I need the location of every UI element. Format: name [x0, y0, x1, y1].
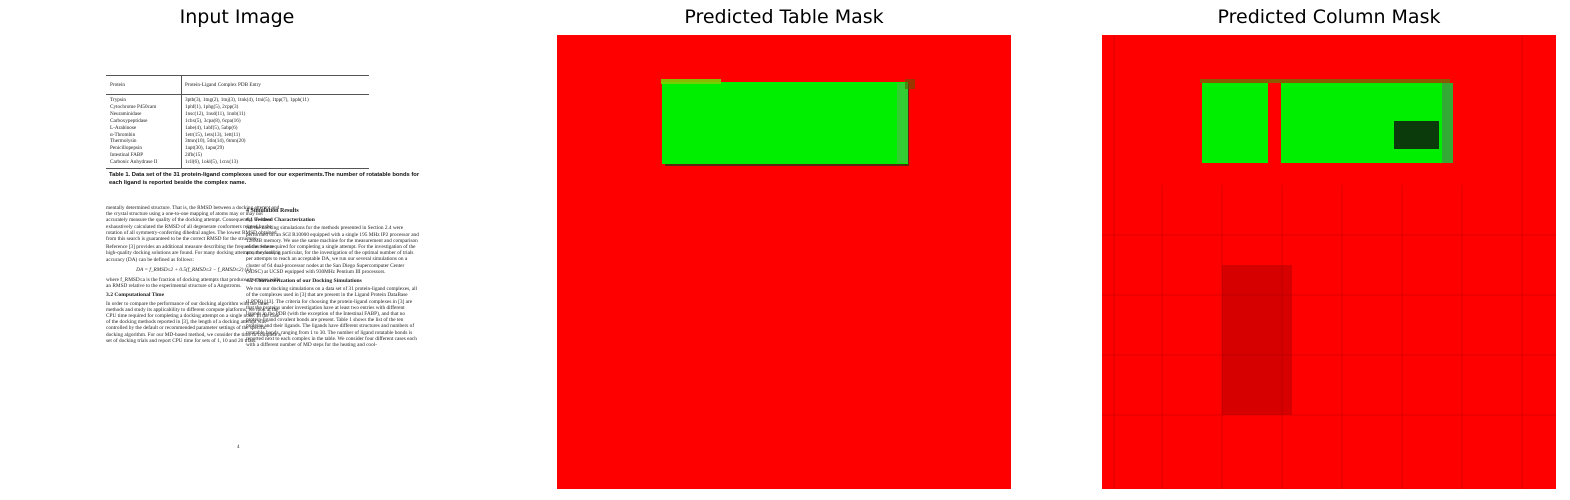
noise-region [1222, 265, 1292, 415]
column-mask-image [1102, 35, 1556, 489]
column-grid [1102, 35, 1556, 489]
table-cell-entry: 1cil(6), 1okl(5), 1cnx(13) [185, 159, 239, 166]
table-cell-entry: 1phf(1), 1phg(5), 2cpp(3) [185, 103, 239, 110]
table-cell-entry: 1nsc(12), 1nsd(11), 1nnb(11) [185, 110, 246, 117]
table-cell-protein: Trypsin [110, 97, 126, 103]
header-entry: Protein-Ligand Complex PDB Entry [185, 82, 261, 88]
table-cell-protein: α-Thrombin [110, 131, 136, 138]
table-cell-protein: L-Arabinose [110, 124, 137, 131]
table-mask-panel [557, 35, 1011, 489]
section-heading-4: 4 Simulation Results [246, 208, 299, 214]
table-cell-entry: 1cbx(5), 3cpa(8), 6cpa(16) [185, 117, 241, 124]
right-paragraph-1: All the docking simulations for the meth… [246, 225, 419, 275]
left-column: mentally determined structure. That is, … [106, 205, 281, 346]
table-divider [181, 76, 182, 168]
section-heading-4-1: 4.1 Testbed Characterization [246, 217, 315, 224]
left-paragraph-1: mentally determined structure. That is, … [106, 205, 280, 243]
table-region-edge [897, 83, 908, 163]
table-caption: Table 1. Data set of the 31 protein-liga… [109, 172, 420, 186]
table-cell-protein: Carbonic Anhydrase II [110, 159, 158, 166]
table-cell-entry: 1apt(30), 1apu(29) [185, 145, 224, 152]
column-mask-title: Predicted Column Mask [1217, 6, 1441, 28]
left-paragraph-3: where f_RMSD≤a is the fraction of dockin… [106, 277, 280, 290]
table-region-corner [905, 79, 915, 89]
table-region-top [661, 79, 721, 84]
table-cell-protein: Carboxypeptidase [110, 117, 148, 124]
document-page: Protein Protein-Ligand Complex PDB Entry… [10, 35, 464, 489]
table-header: Protein Protein-Ligand Complex PDB Entry [106, 76, 369, 95]
column-region-top [1200, 79, 1450, 83]
left-paragraph-4: In order to compare the performance of o… [106, 300, 281, 344]
table-cell-entry: 1etr(15), 1ets(13), 1ett(11) [185, 131, 241, 138]
table-mask-image [557, 35, 1011, 489]
page-number: 4 [237, 445, 240, 450]
section-heading-4-2: 4.2 Characterization of our Docking Simu… [246, 278, 362, 285]
table-cell-entry: 3ptb(3), 1tng(2), 1tnj(3), 1tnk(4), 1tni… [185, 97, 309, 103]
right-column: 4 Simulation Results 4.1 Testbed Charact… [246, 205, 421, 350]
left-paragraph-2: Reference [3] provides an additional mea… [106, 244, 281, 263]
right-paragraph-2: We run our docking simulations on a data… [246, 286, 418, 349]
input-image-panel: Protein Protein-Ligand Complex PDB Entry… [10, 35, 464, 489]
column-region-1 [1202, 83, 1268, 163]
table-cell-protein: Thermolysin [110, 138, 137, 145]
table-cell-entry: 1abe(4), 1abf(5), 5abp(6) [185, 124, 238, 131]
table-region [662, 82, 908, 164]
table-cell-protein: Neuraminidase [110, 110, 142, 117]
table-cell-protein: Penicillopepsin [110, 145, 142, 152]
column-region-2-edge [1442, 83, 1453, 163]
formula: DA = f_RMSD≤2 + 0.5(f_RMSD≤3 − f_RMSD≤2)… [136, 266, 251, 273]
column-mask-panel [1102, 35, 1556, 489]
header-protein: Protein [110, 82, 125, 88]
table-mask-title: Predicted Table Mask [684, 6, 884, 28]
table-cell-protein: Cytochrome P450cam [110, 103, 157, 110]
table-cell-protein: Intestinal FABP [110, 152, 144, 159]
input-image-title: Input Image [179, 6, 295, 28]
table-cell-entry: 2ifb(15) [185, 152, 202, 159]
table-cell-entry: 3tmn(10), 5tln(14), 6tmn(20) [185, 138, 246, 145]
column-region-2-hole [1394, 121, 1439, 149]
protein-table: Protein Protein-Ligand Complex PDB Entry… [106, 75, 369, 169]
section-heading-3-2: 3.2 Computational Time [106, 292, 165, 299]
